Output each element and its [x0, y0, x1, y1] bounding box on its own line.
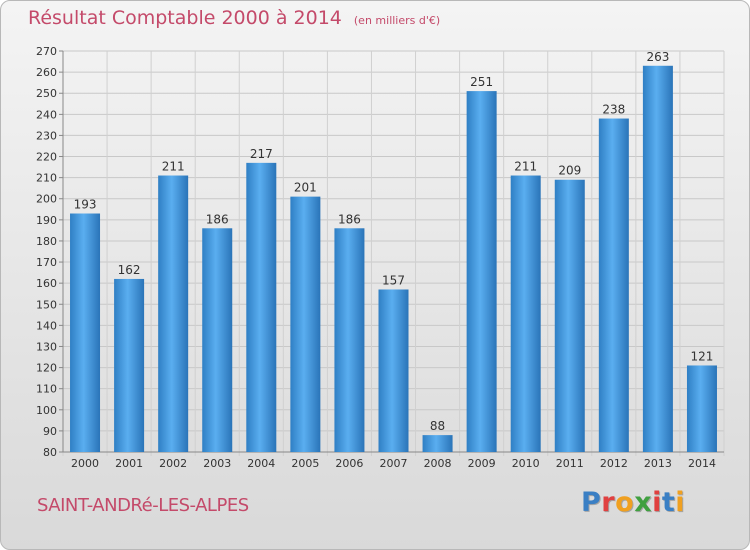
y-tick-label: 90: [43, 425, 57, 438]
logo-letter: P: [581, 487, 602, 518]
value-label: 162: [118, 263, 141, 277]
value-label: 263: [646, 50, 669, 64]
logo-letter: o: [615, 487, 635, 518]
x-tick-label: 2008: [424, 457, 452, 470]
chart-subtitle: (en milliers d'€): [353, 14, 441, 27]
x-tick-label: 2006: [335, 457, 363, 470]
x-tick-label: 2011: [556, 457, 584, 470]
y-tick-label: 110: [36, 383, 57, 396]
y-tick-label: 120: [36, 362, 57, 375]
x-tick-label: 2013: [644, 457, 672, 470]
value-label: 157: [382, 273, 405, 287]
logo-letter: r: [601, 487, 616, 518]
y-tick-label: 140: [36, 319, 57, 332]
y-tick-label: 210: [36, 172, 57, 185]
value-label: 217: [250, 147, 273, 161]
bar: [598, 118, 629, 453]
x-tick-label: 2000: [71, 457, 99, 470]
y-tick-label: 180: [36, 235, 57, 248]
y-tick-label: 260: [36, 66, 57, 79]
value-labels: 193 162 211 186 217 201 186 157 88 251 211 209 238 26…: [74, 50, 714, 433]
value-label: 209: [558, 164, 581, 178]
y-tick-label: 150: [36, 298, 57, 311]
y-tick-label: 240: [36, 108, 57, 121]
value-label: 186: [338, 212, 361, 226]
tick-labels: 80 90 100 110 120 130 140 150 160 170 180 190 200 210…: [36, 45, 716, 470]
y-tick-label: 100: [36, 404, 57, 417]
y-tick-label: 230: [36, 129, 57, 142]
city-name: SAINT-ANDRé-LES-ALPES: [37, 495, 249, 516]
bar: [70, 213, 101, 452]
bar: [642, 65, 673, 452]
y-tick-label: 130: [36, 340, 57, 353]
y-tick-label: 250: [36, 87, 57, 100]
logo-letter: x: [634, 487, 653, 518]
value-label: 186: [206, 212, 229, 226]
y-tick-label: 270: [36, 45, 57, 58]
value-label: 193: [74, 198, 97, 212]
y-tick-label: 160: [36, 277, 57, 290]
x-tick-label: 2012: [600, 457, 628, 470]
value-label: 211: [514, 160, 537, 174]
value-label: 201: [294, 181, 317, 195]
bar: [686, 365, 717, 452]
x-tick-label: 2005: [291, 457, 319, 470]
value-label: 238: [602, 103, 625, 117]
bar: [334, 228, 365, 452]
logo-letter: t: [661, 487, 676, 518]
value-label: 121: [691, 349, 714, 363]
x-tick-label: 2003: [203, 457, 231, 470]
x-tick-label: 2004: [247, 457, 275, 470]
x-tick-label: 2014: [688, 457, 716, 470]
y-tick-label: 80: [43, 446, 57, 459]
bar: [422, 435, 453, 452]
bar: [466, 91, 497, 452]
logo-letter: i: [675, 487, 686, 518]
x-tick-label: 2002: [159, 457, 187, 470]
proxiti-logo[interactable]: Proxiti: [581, 487, 685, 518]
chart-title-text: Résultat Comptable 2000 à 2014: [28, 7, 342, 29]
y-tick-label: 170: [36, 256, 57, 269]
bar: [554, 179, 585, 452]
y-tick-label: 200: [36, 193, 57, 206]
logo-letter: i: [652, 487, 662, 518]
bar: [158, 175, 189, 452]
value-label: 211: [162, 160, 185, 174]
bar: [246, 162, 277, 452]
bar: [290, 196, 321, 452]
bar: [202, 228, 233, 452]
y-tick-label: 190: [36, 214, 57, 227]
x-tick-label: 2007: [380, 457, 408, 470]
x-tick-label: 2010: [512, 457, 540, 470]
x-tick-label: 2009: [468, 457, 496, 470]
value-label: 251: [470, 75, 493, 89]
x-tick-label: 2001: [115, 457, 143, 470]
value-label: 88: [430, 419, 445, 433]
bar: [114, 278, 145, 452]
bar: [378, 289, 409, 452]
y-tick-label: 220: [36, 151, 57, 164]
bar: [510, 175, 541, 452]
chart-title: Résultat Comptable 2000 à 2014 (en millie…: [28, 7, 440, 29]
bars: [70, 65, 717, 453]
